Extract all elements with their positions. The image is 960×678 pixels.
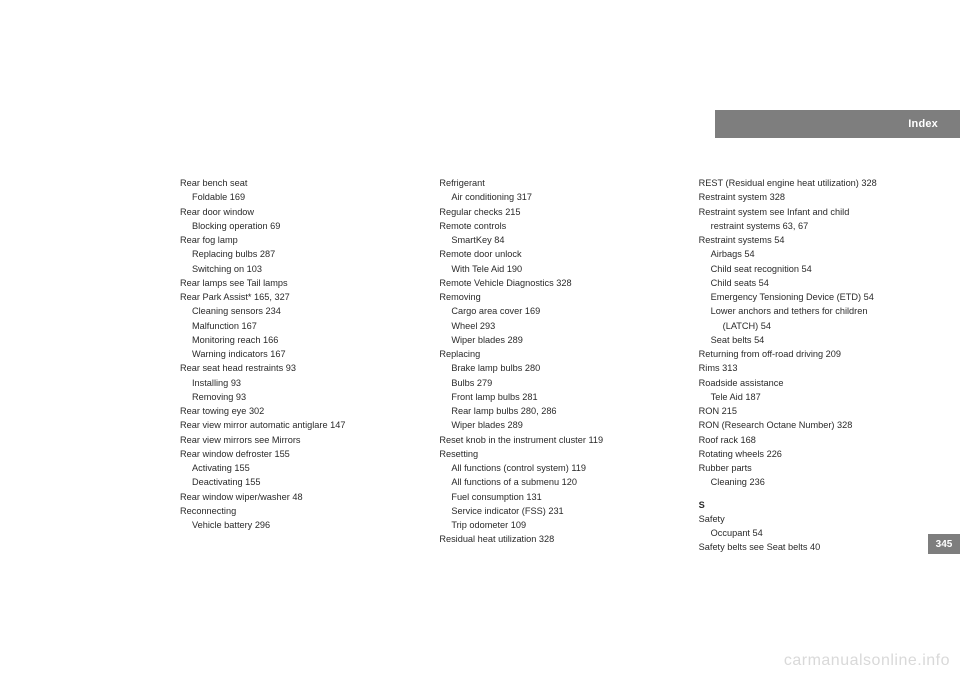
index-entry: Remote controls	[439, 219, 678, 233]
page-number: 345	[928, 534, 960, 554]
index-entry: Child seat recognition 54	[699, 262, 938, 276]
page: Index Rear bench seatFoldable 169Rear do…	[0, 0, 960, 678]
index-entry: Rear window wiper/washer 48	[180, 490, 419, 504]
index-entry: Refrigerant	[439, 176, 678, 190]
index-entry: Restraint system 328	[699, 190, 938, 204]
index-entry: S	[699, 498, 938, 512]
index-entry: Air conditioning 317	[439, 190, 678, 204]
index-entry: restraint systems 63, 67	[699, 219, 938, 233]
header-label: Index	[908, 118, 938, 130]
index-entry: Cleaning sensors 234	[180, 304, 419, 318]
index-entry: Emergency Tensioning Device (ETD) 54	[699, 290, 938, 304]
index-entry: Rear lamp bulbs 280, 286	[439, 404, 678, 418]
index-entry: Restraint systems 54	[699, 233, 938, 247]
index-entry: Rear view mirror automatic antiglare 147	[180, 418, 419, 432]
index-entry: Switching on 103	[180, 262, 419, 276]
index-entry: Vehicle battery 296	[180, 518, 419, 532]
index-content: Rear bench seatFoldable 169Rear door win…	[180, 176, 938, 555]
index-entry: Roadside assistance	[699, 376, 938, 390]
index-entry: All functions of a submenu 120	[439, 475, 678, 489]
index-entry: Restraint system see Infant and child	[699, 205, 938, 219]
index-entry: Foldable 169	[180, 190, 419, 204]
index-entry: Remote door unlock	[439, 247, 678, 261]
index-entry: Safety belts see Seat belts 40	[699, 540, 938, 554]
page-number-value: 345	[936, 539, 953, 550]
header-bar: Index	[715, 110, 960, 138]
index-entry: Rear bench seat	[180, 176, 419, 190]
index-entry: Front lamp bulbs 281	[439, 390, 678, 404]
index-entry: Reconnecting	[180, 504, 419, 518]
index-entry: Replacing	[439, 347, 678, 361]
watermark: carmanualsonline.info	[784, 652, 950, 670]
index-entry: REST (Residual engine heat utilization) …	[699, 176, 938, 190]
index-entry: Reset knob in the instrument cluster 119	[439, 433, 678, 447]
index-entry: Blocking operation 69	[180, 219, 419, 233]
index-entry: Rear fog lamp	[180, 233, 419, 247]
index-entry: Malfunction 167	[180, 319, 419, 333]
index-entry: Tele Aid 187	[699, 390, 938, 404]
index-entry: Activating 155	[180, 461, 419, 475]
index-entry: With Tele Aid 190	[439, 262, 678, 276]
index-entry: Safety	[699, 512, 938, 526]
index-entry: Lower anchors and tethers for children	[699, 304, 938, 318]
index-entry: Removing	[439, 290, 678, 304]
index-entry: Trip odometer 109	[439, 518, 678, 532]
index-entry: Warning indicators 167	[180, 347, 419, 361]
index-entry: All functions (control system) 119	[439, 461, 678, 475]
index-entry: (LATCH) 54	[699, 319, 938, 333]
index-entry: Replacing bulbs 287	[180, 247, 419, 261]
index-entry: Service indicator (FSS) 231	[439, 504, 678, 518]
index-column-3: REST (Residual engine heat utilization) …	[699, 176, 938, 555]
index-column-1: Rear bench seatFoldable 169Rear door win…	[180, 176, 419, 555]
index-entry: Monitoring reach 166	[180, 333, 419, 347]
index-entry: Wiper blades 289	[439, 333, 678, 347]
index-entry: Installing 93	[180, 376, 419, 390]
index-entry: Roof rack 168	[699, 433, 938, 447]
index-entry: RON (Research Octane Number) 328	[699, 418, 938, 432]
index-entry: SmartKey 84	[439, 233, 678, 247]
index-entry: Removing 93	[180, 390, 419, 404]
index-entry: Seat belts 54	[699, 333, 938, 347]
index-entry: Rims 313	[699, 361, 938, 375]
index-entry: Regular checks 215	[439, 205, 678, 219]
index-entry: Fuel consumption 131	[439, 490, 678, 504]
index-column-2: RefrigerantAir conditioning 317Regular c…	[439, 176, 678, 555]
index-entry: Residual heat utilization 328	[439, 532, 678, 546]
index-entry: Returning from off-road driving 209	[699, 347, 938, 361]
index-entry: Brake lamp bulbs 280	[439, 361, 678, 375]
index-entry: Rear seat head restraints 93	[180, 361, 419, 375]
index-entry: Rear lamps see Tail lamps	[180, 276, 419, 290]
index-entry: Rear window defroster 155	[180, 447, 419, 461]
index-entry: Remote Vehicle Diagnostics 328	[439, 276, 678, 290]
index-entry: Rear view mirrors see Mirrors	[180, 433, 419, 447]
index-entry: Cleaning 236	[699, 475, 938, 489]
index-entry: Rear Park Assist* 165, 327	[180, 290, 419, 304]
index-entry: Rear door window	[180, 205, 419, 219]
index-entry: Wheel 293	[439, 319, 678, 333]
index-entry: Airbags 54	[699, 247, 938, 261]
index-entry: Child seats 54	[699, 276, 938, 290]
index-entry: Rotating wheels 226	[699, 447, 938, 461]
index-entry: Cargo area cover 169	[439, 304, 678, 318]
index-entry: RON 215	[699, 404, 938, 418]
index-entry: Wiper blades 289	[439, 418, 678, 432]
index-entry: Deactivating 155	[180, 475, 419, 489]
index-entry: Rubber parts	[699, 461, 938, 475]
index-entry: Bulbs 279	[439, 376, 678, 390]
index-entry: Resetting	[439, 447, 678, 461]
index-entry: Occupant 54	[699, 526, 938, 540]
index-entry: Rear towing eye 302	[180, 404, 419, 418]
